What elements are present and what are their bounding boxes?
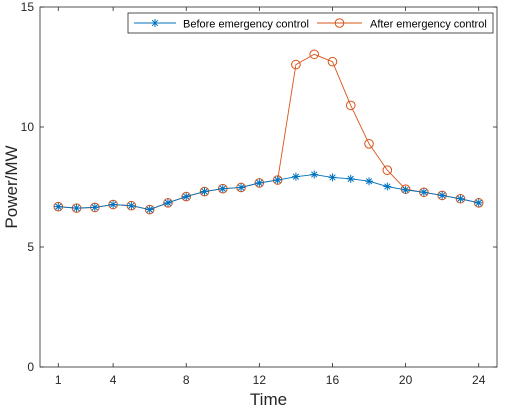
x-tick-label: 8 <box>183 373 190 387</box>
plot-frame <box>39 6 498 368</box>
data-point-after <box>364 139 374 149</box>
data-point-after <box>473 198 484 208</box>
legend-marker <box>334 18 345 28</box>
legend-swatch-before <box>134 19 176 27</box>
data-point-before <box>346 174 355 183</box>
data-point-after <box>144 204 155 215</box>
y-tick-label: 5 <box>27 240 34 254</box>
data-point-after <box>455 193 466 204</box>
data-point-before <box>218 184 227 193</box>
data-point-before <box>127 201 136 210</box>
data-point-before <box>474 198 483 207</box>
data-point-after <box>437 190 447 201</box>
data-point-before <box>310 170 319 179</box>
data-point-before <box>456 194 465 203</box>
data-point-before <box>328 173 337 182</box>
data-point-before <box>109 200 118 209</box>
ticks-layer: 1 4 8 12 16 20 24 0 5 10 15 <box>21 0 497 387</box>
data-point-before <box>145 205 154 214</box>
data-point-after <box>382 165 393 175</box>
data-point-before <box>365 177 374 186</box>
plot-background <box>40 7 497 367</box>
x-tick-label: 1 <box>55 373 62 387</box>
x-tick-label: 12 <box>253 373 267 387</box>
series-layer <box>53 49 484 215</box>
data-point-before <box>438 191 447 200</box>
data-point-before <box>54 202 63 211</box>
legend-box <box>127 12 494 34</box>
data-point-after <box>163 198 173 208</box>
y-tick-label: 10 <box>21 120 35 134</box>
data-point-before <box>383 182 392 191</box>
y-tick-label: 0 <box>27 360 34 374</box>
data-point-after <box>309 49 320 60</box>
data-point-after <box>254 178 265 188</box>
data-point-after <box>272 175 283 185</box>
x-axis-title: Time <box>250 390 287 409</box>
data-point-before <box>273 176 282 185</box>
legend-marker <box>151 19 159 27</box>
data-point-before <box>163 198 172 207</box>
x-tick-label: 16 <box>326 373 340 387</box>
legend-label-after: After emergency control <box>370 19 487 31</box>
x-tick-label: 4 <box>110 373 117 387</box>
y-tick-label: 15 <box>21 0 35 14</box>
legend-swatch-after <box>317 18 362 28</box>
data-point-after <box>291 59 301 70</box>
data-point-before <box>291 172 300 181</box>
legend: Before emergency control After emergency… <box>127 12 494 34</box>
legend-label-before: Before emergency control <box>183 19 309 31</box>
data-point-before <box>401 185 410 194</box>
data-point-before <box>72 204 81 213</box>
data-point-before <box>200 187 209 196</box>
data-point-before <box>419 188 428 197</box>
data-point-after <box>181 191 192 202</box>
data-point-after <box>199 186 210 197</box>
data-point-before <box>90 203 99 212</box>
x-tick-label: 20 <box>399 373 413 387</box>
data-point-after <box>345 100 356 111</box>
data-point-after <box>419 187 429 198</box>
data-point-before <box>255 178 264 187</box>
data-point-after <box>327 56 338 67</box>
data-point-before <box>237 183 246 192</box>
data-point-before <box>182 192 191 201</box>
x-tick-label: 24 <box>472 373 486 387</box>
y-axis-title: Power/MW <box>2 145 21 228</box>
